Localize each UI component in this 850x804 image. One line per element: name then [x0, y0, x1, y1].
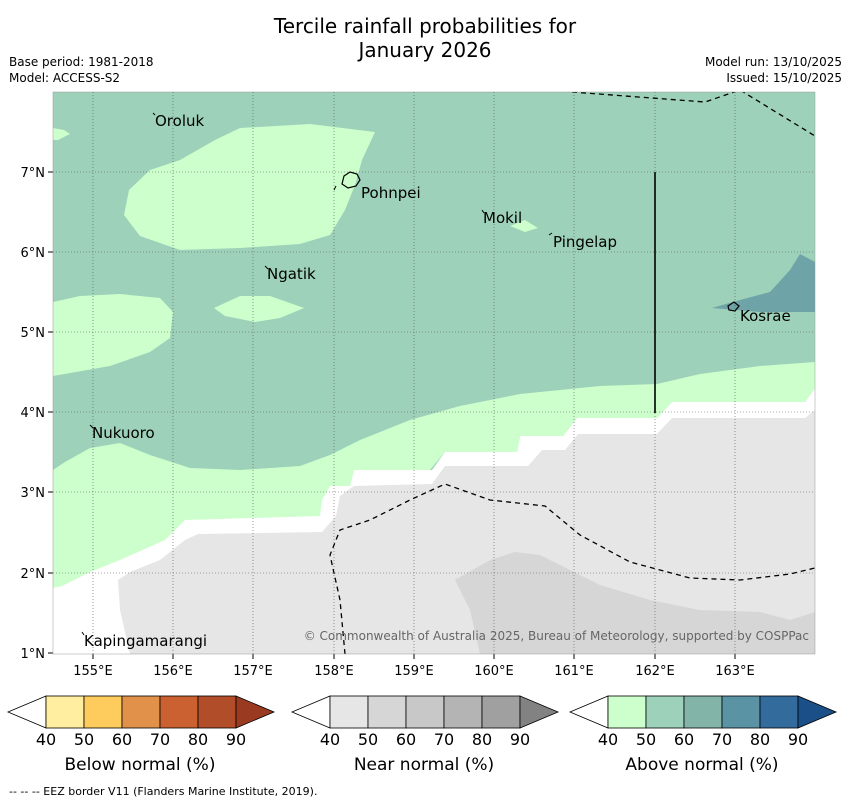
place-label-pohnpei: Pohnpei — [361, 184, 421, 202]
lon-label: 159°E — [394, 664, 434, 679]
region-above-60-70-kosrae — [712, 254, 815, 312]
copyright-text: © Commonwealth of Australia 2025, Bureau… — [304, 629, 809, 643]
colorbar-tick-label: 40 — [36, 730, 56, 749]
colorbar-tick-label: 90 — [226, 730, 246, 749]
lat-label: 2°N — [21, 567, 46, 582]
lat-label: 3°N — [21, 486, 46, 501]
lat-label: 4°N — [21, 406, 46, 421]
map-title: Tercile rainfall probabilities for Janua… — [0, 14, 850, 62]
base-period: Base period: 1981-2018 — [9, 55, 154, 69]
region-above-40-50-nw — [53, 128, 70, 140]
pohnpei-island-outline — [341, 171, 361, 189]
axis-ticks — [48, 171, 736, 659]
place-label-mokil: Mokil — [483, 209, 522, 227]
title-line-1: Tercile rainfall probabilities for — [273, 14, 577, 38]
colorbar-tick-label: 70 — [712, 730, 732, 749]
colorbar-tick-label: 50 — [636, 730, 656, 749]
map-area — [53, 92, 815, 654]
lon-label: 155°E — [73, 664, 113, 679]
place-label-nukuoro: Nukuoro — [92, 424, 155, 442]
below-normal-label: Below normal (%) — [64, 755, 216, 775]
colorbar-tick-label: 60 — [674, 730, 694, 749]
lat-label: 7°N — [21, 166, 46, 181]
colorbar-segment — [405, 695, 445, 729]
colorbar-segment — [197, 695, 237, 729]
colorbar-tick-label: 50 — [358, 730, 378, 749]
above-normal-label: Above normal (%) — [625, 755, 779, 775]
region-above-40-50-ngatik — [214, 296, 304, 322]
grid-lines — [53, 92, 815, 654]
colorbar-extend-right — [797, 695, 838, 729]
colorbar-tick-label: 60 — [396, 730, 416, 749]
colorbar-tick-label: 60 — [112, 730, 132, 749]
lon-label: 160°E — [474, 664, 514, 679]
lon-label: 157°E — [233, 664, 273, 679]
pohnpei-islet — [333, 185, 337, 191]
place-label-kapingamarangi: Kapingamarangi — [84, 632, 207, 650]
colorbar-segment — [45, 695, 85, 729]
eez-borders — [329, 92, 815, 654]
kosrae-island-outline — [727, 301, 740, 312]
model-name: Model: ACCESS-S2 — [9, 71, 121, 85]
colorbar-segment — [121, 695, 161, 729]
colorbar-segment — [607, 695, 647, 729]
place-label-kosrae: Kosrae — [740, 307, 791, 325]
lat-label: 6°N — [21, 246, 46, 261]
colorbar-tick-label: 90 — [510, 730, 530, 749]
colorbar-below: 40 50 60 70 80 90 — [6, 695, 276, 749]
title-line-2: January 2026 — [358, 38, 492, 62]
colorbar-tick-label: 40 — [320, 730, 340, 749]
place-label-oroluk: Oroluk — [155, 112, 204, 130]
colorbar-tick-label: 40 — [598, 730, 618, 749]
colorbar-extend-left — [568, 695, 609, 729]
eez-footer-note: -- -- -- EEZ border V11 (Flanders Marine… — [9, 785, 318, 798]
region-above-40-50-south — [53, 362, 815, 588]
colorbar-segment — [367, 695, 407, 729]
colorbar-extend-left — [6, 695, 47, 729]
region-above-40-50-pohnpei — [124, 124, 375, 250]
model-run: Model run: 13/10/2025 — [704, 55, 842, 69]
colorbar-tick-label: 80 — [472, 730, 492, 749]
meta-left: Base period: 1981-2018 Model: ACCESS-S2 — [9, 54, 154, 86]
lat-label: 5°N — [21, 326, 46, 341]
colorbar-tick-label: 70 — [434, 730, 454, 749]
lon-label: 162°E — [635, 664, 675, 679]
colorbar-tick-label: 90 — [788, 730, 808, 749]
meta-right: Model run: 13/10/2025 Issued: 15/10/2025 — [705, 54, 842, 86]
lon-label: 158°E — [314, 664, 354, 679]
colorbar-segment — [645, 695, 685, 729]
place-label-pingelap: Pingelap — [553, 233, 617, 251]
lon-label: 156°E — [153, 664, 193, 679]
colorbar-tick-label: 80 — [188, 730, 208, 749]
region-above-40-50-mokil — [510, 220, 538, 232]
colorbar-segment — [443, 695, 483, 729]
colorbar-segment — [481, 695, 521, 729]
colorbar-segment — [683, 695, 723, 729]
colorbar-tick-label: 80 — [750, 730, 770, 749]
colorbar-extend-right — [519, 695, 560, 729]
lat-label: 1°N — [21, 647, 46, 662]
region-above-40-50-west — [53, 294, 173, 376]
colorbar-tick-label: 70 — [150, 730, 170, 749]
colorbar-near: 40 50 60 70 80 90 — [290, 695, 560, 749]
colorbar-above: 40 50 60 70 80 90 — [568, 695, 838, 749]
colorbar-segment — [159, 695, 199, 729]
colorbar-segment — [329, 695, 369, 729]
lon-label: 161°E — [554, 664, 594, 679]
atoll-markers — [81, 112, 553, 636]
colorbar-tick-label: 50 — [74, 730, 94, 749]
region-near-40-50 — [118, 410, 815, 654]
colorbar-segment — [759, 695, 799, 729]
place-label-ngatik: Ngatik — [267, 265, 316, 283]
colorbar-segment — [83, 695, 123, 729]
issued-date: Issued: 15/10/2025 — [726, 71, 842, 85]
colorbar-segment — [721, 695, 761, 729]
colorbar-extend-left — [290, 695, 331, 729]
colorbar-extend-right — [235, 695, 276, 729]
region-near-50-60 — [455, 552, 815, 654]
map-frame — [52, 91, 816, 655]
lon-label: 163°E — [715, 664, 755, 679]
near-normal-label: Near normal (%) — [353, 755, 495, 775]
